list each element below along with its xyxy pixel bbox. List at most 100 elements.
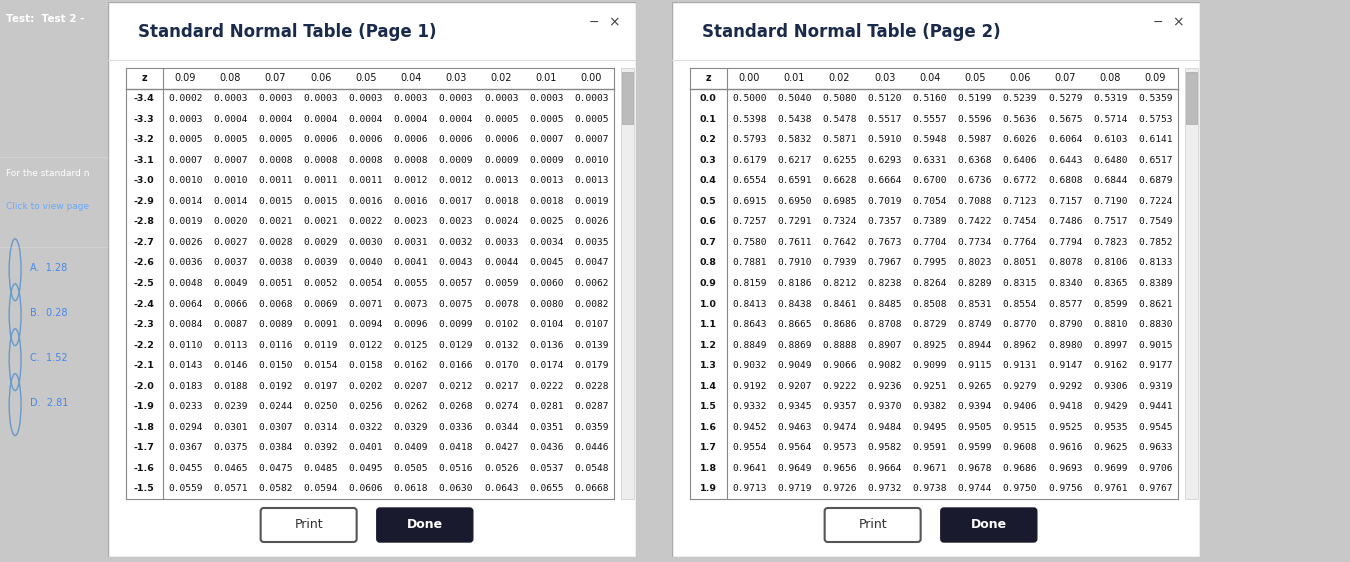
Text: 0.0012: 0.0012 [439, 176, 474, 185]
Text: 0.0003: 0.0003 [348, 94, 383, 103]
Text: 0.5948: 0.5948 [913, 135, 946, 144]
Text: 0.9332: 0.9332 [732, 402, 767, 411]
Text: Done: Done [971, 519, 1007, 532]
Text: 0.6915: 0.6915 [732, 197, 767, 206]
Text: 0.9251: 0.9251 [913, 382, 946, 391]
Text: 0.0197: 0.0197 [304, 382, 338, 391]
Text: 1.7: 1.7 [699, 443, 717, 452]
Text: 0.7642: 0.7642 [822, 238, 857, 247]
Text: 0.5319: 0.5319 [1094, 94, 1127, 103]
Text: 0.9693: 0.9693 [1048, 464, 1083, 473]
Text: 1.9: 1.9 [699, 484, 717, 493]
Text: 0.0132: 0.0132 [483, 341, 518, 350]
Text: 0.6179: 0.6179 [732, 156, 767, 165]
Text: 0.0051: 0.0051 [258, 279, 293, 288]
Text: 0.0027: 0.0027 [213, 238, 247, 247]
Text: 0.0217: 0.0217 [483, 382, 518, 391]
Text: 0.0006: 0.0006 [483, 135, 518, 144]
Text: 0.9265: 0.9265 [957, 382, 992, 391]
Text: 0.8289: 0.8289 [957, 279, 992, 288]
Text: Done: Done [406, 519, 443, 532]
Text: 0.0003: 0.0003 [394, 94, 428, 103]
Text: 0.9222: 0.9222 [822, 382, 857, 391]
Text: 0.0026: 0.0026 [574, 217, 609, 226]
Text: 0.0089: 0.0089 [258, 320, 293, 329]
Text: 0.9608: 0.9608 [1003, 443, 1037, 452]
Text: 0.0207: 0.0207 [394, 382, 428, 391]
Text: 0.8686: 0.8686 [822, 320, 857, 329]
Text: 0.0055: 0.0055 [394, 279, 428, 288]
Text: 0.0009: 0.0009 [529, 156, 563, 165]
Text: 0.0104: 0.0104 [529, 320, 563, 329]
Text: 0.9115: 0.9115 [957, 361, 992, 370]
Text: 0.0179: 0.0179 [574, 361, 609, 370]
Text: 0.8365: 0.8365 [1094, 279, 1127, 288]
Text: 0.5160: 0.5160 [913, 94, 946, 103]
Text: 0.8264: 0.8264 [913, 279, 946, 288]
Text: Print: Print [859, 519, 887, 532]
Text: 0.6517: 0.6517 [1138, 156, 1173, 165]
Text: 0.8531: 0.8531 [957, 300, 992, 309]
Text: Standard Normal Table (Page 1): Standard Normal Table (Page 1) [138, 23, 436, 41]
Text: 0.5871: 0.5871 [822, 135, 857, 144]
Text: 0.0071: 0.0071 [348, 300, 383, 309]
Text: 0.0028: 0.0028 [258, 238, 293, 247]
Text: 1.5: 1.5 [699, 402, 717, 411]
Text: 0.6985: 0.6985 [822, 197, 857, 206]
Text: Print: Print [294, 519, 323, 532]
Text: 0.6141: 0.6141 [1138, 135, 1173, 144]
Text: 0.8708: 0.8708 [867, 320, 902, 329]
Text: 0.9756: 0.9756 [1048, 484, 1083, 493]
Text: 0.0032: 0.0032 [439, 238, 474, 247]
FancyBboxPatch shape [377, 508, 472, 542]
Text: 0.9582: 0.9582 [867, 443, 902, 452]
Bar [1187, 72, 1197, 124]
Text: -2.5: -2.5 [134, 279, 155, 288]
FancyBboxPatch shape [941, 508, 1037, 542]
Text: 0.0344: 0.0344 [483, 423, 518, 432]
Text: 0.0244: 0.0244 [258, 402, 293, 411]
Text: 0.6406: 0.6406 [1003, 156, 1037, 165]
Text: -2.7: -2.7 [134, 238, 155, 247]
Text: 0.0030: 0.0030 [348, 238, 383, 247]
Text: 0.1: 0.1 [699, 115, 717, 124]
Text: 0.0019: 0.0019 [167, 217, 202, 226]
Text: 0.8888: 0.8888 [822, 341, 857, 350]
Text: 0.0008: 0.0008 [258, 156, 293, 165]
Text: 0.8212: 0.8212 [822, 279, 857, 288]
Text: 0.0004: 0.0004 [258, 115, 293, 124]
Text: 0.8315: 0.8315 [1003, 279, 1037, 288]
Text: 0.0367: 0.0367 [167, 443, 202, 452]
Text: 0.0003: 0.0003 [167, 115, 202, 124]
Text: -2.2: -2.2 [134, 341, 155, 350]
Text: -3.0: -3.0 [134, 176, 155, 185]
Text: 0.9625: 0.9625 [1094, 443, 1127, 452]
Text: -1.6: -1.6 [134, 464, 155, 473]
Text: 0.0329: 0.0329 [394, 423, 428, 432]
Text: 0.0003: 0.0003 [574, 94, 609, 103]
Text: -1.7: -1.7 [134, 443, 155, 452]
Text: 0.9706: 0.9706 [1138, 464, 1173, 473]
Text: 0.0005: 0.0005 [574, 115, 609, 124]
Text: 0.6772: 0.6772 [1003, 176, 1037, 185]
Text: 0.0084: 0.0084 [167, 320, 202, 329]
Text: 0.5793: 0.5793 [732, 135, 767, 144]
Text: 0.0606: 0.0606 [348, 484, 383, 493]
Text: 0.9726: 0.9726 [822, 484, 857, 493]
Text: 0.5: 0.5 [699, 197, 717, 206]
Text: 0.0023: 0.0023 [394, 217, 428, 226]
Text: 0.06: 0.06 [310, 73, 331, 83]
Text: 0.9573: 0.9573 [822, 443, 857, 452]
Text: 0.3: 0.3 [699, 156, 717, 165]
Text: -2.8: -2.8 [134, 217, 155, 226]
Text: 0.0004: 0.0004 [348, 115, 383, 124]
Text: 0.0019: 0.0019 [574, 197, 609, 206]
Text: 0.0202: 0.0202 [348, 382, 383, 391]
Text: 0.6736: 0.6736 [957, 176, 992, 185]
Text: 0.0401: 0.0401 [348, 443, 383, 452]
Text: 0.0011: 0.0011 [348, 176, 383, 185]
Text: 0.7357: 0.7357 [867, 217, 902, 226]
Text: 0.0003: 0.0003 [258, 94, 293, 103]
Text: 0.0006: 0.0006 [348, 135, 383, 144]
Text: 0.0655: 0.0655 [529, 484, 563, 493]
